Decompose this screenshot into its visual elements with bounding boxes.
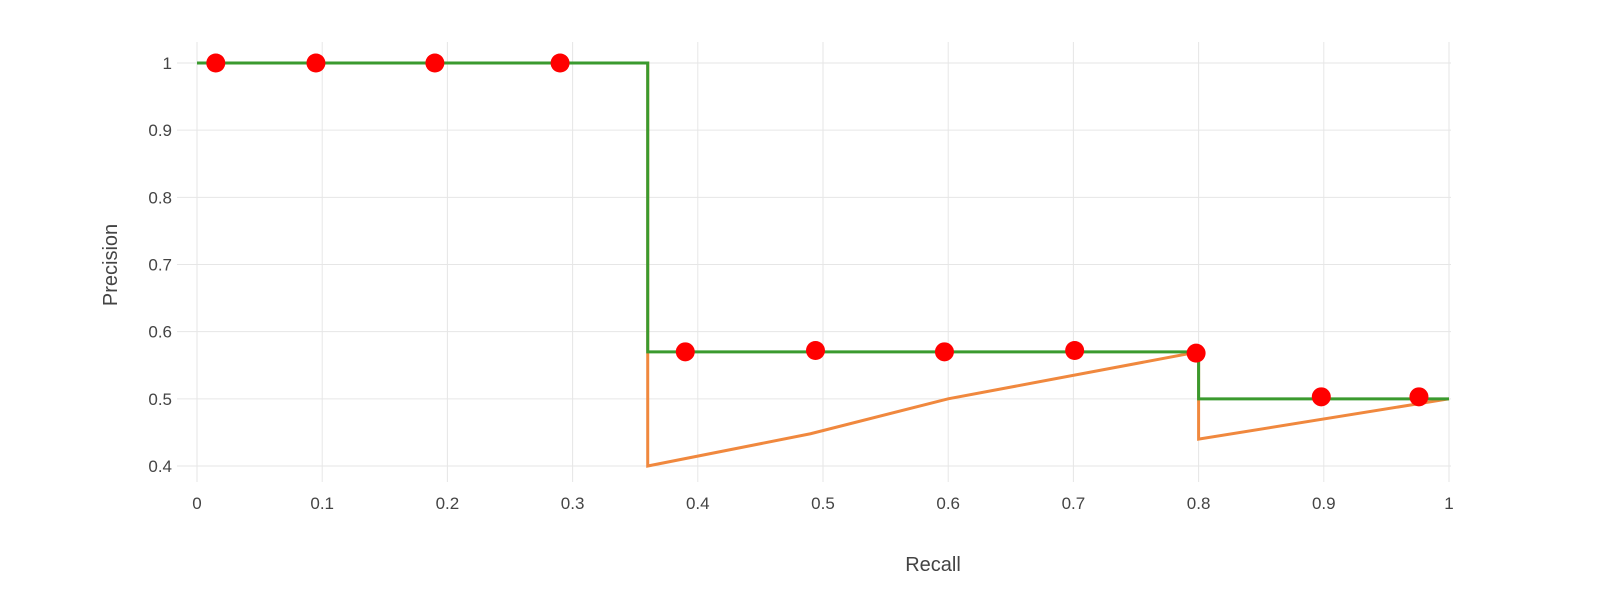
y-tick-label: 0.7 [148, 256, 172, 275]
data-point [1186, 343, 1206, 363]
data-point [206, 53, 226, 73]
x-tick-label: 1 [1444, 494, 1453, 513]
x-tick-label: 0.3 [561, 494, 585, 513]
data-point [1065, 340, 1085, 360]
x-axis-title: Recall [905, 554, 961, 576]
y-tick-label: 1 [163, 54, 172, 73]
data-point [1409, 387, 1429, 407]
x-tick-label: 0.2 [436, 494, 460, 513]
x-tick-label: 0.8 [1187, 494, 1211, 513]
y-tick-label: 0.4 [148, 457, 172, 476]
x-tick-label: 0 [192, 494, 201, 513]
x-tick-label: 0.9 [1312, 494, 1336, 513]
y-tick-label: 0.9 [148, 121, 172, 140]
y-axis-title: Precision [100, 224, 122, 306]
tick-labels: 0 0.1 0.2 0.3 0.4 0.5 0.6 0.7 0.8 0.9 1 0.4 0.5 0.6 0.… [148, 54, 1453, 513]
y-tick-label: 0.5 [148, 390, 172, 409]
y-tick-label: 0.6 [148, 323, 172, 342]
data-point [805, 340, 825, 360]
series-line-1 [197, 61, 1449, 401]
x-tick-label: 0.7 [1062, 494, 1086, 513]
grid [177, 42, 1451, 482]
y-tick-label: 0.8 [148, 188, 172, 207]
data-point [425, 53, 445, 73]
x-tick-label: 0.1 [310, 494, 334, 513]
data-point [675, 342, 695, 362]
x-tick-label: 0.5 [811, 494, 835, 513]
x-tick-label: 0.6 [936, 494, 960, 513]
x-tick-label: 0.4 [686, 494, 710, 513]
data-point [934, 342, 954, 362]
data-point [306, 53, 326, 73]
data-point [1311, 387, 1331, 407]
data-point [550, 53, 570, 73]
series [197, 53, 1450, 468]
